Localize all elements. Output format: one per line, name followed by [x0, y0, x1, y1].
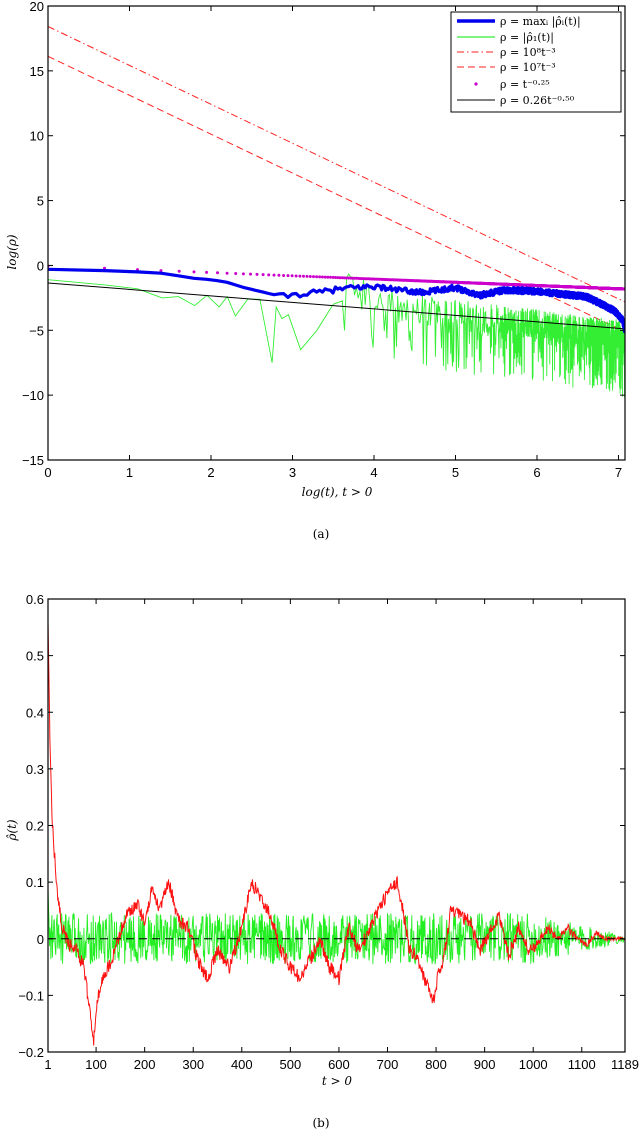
y-tick-label: 0 [37, 932, 44, 947]
x-tick-label: 3 [289, 465, 296, 480]
chart-b-ylabel: ρ̂(t) [5, 819, 19, 842]
x-tick-label: 5 [452, 465, 459, 480]
y-tick-label: 0.4 [26, 705, 44, 720]
x-tick-label: 2 [207, 465, 214, 480]
y-tick-label: 0 [37, 258, 44, 273]
chart-a-ticks: 0 1 2 3 4 5 6 7 −15 −10 −5 0 5 10 15 20 [22, 0, 625, 480]
y-tick-label: −10 [22, 388, 44, 403]
legend-entry-t-power: ρ = t⁻⁰·²⁵ [474, 78, 550, 91]
chart-a-frame [47, 5, 626, 461]
x-tick-label: 400 [231, 1057, 253, 1072]
chart-b-xlabel: t > 0 [322, 1074, 353, 1088]
x-tick-label: 1100 [568, 1057, 596, 1072]
x-tick-label: 0 [44, 465, 51, 480]
chart-a: 0 1 2 3 4 5 6 7 −15 −10 −5 0 5 10 15 20 log(ρ) log(t), … [5, 0, 626, 541]
x-tick-label: 800 [425, 1057, 447, 1072]
chart-b-ticks: 1 100 200 300 400 500 600 700 800 900 1000 1100 1189… [18, 592, 639, 1072]
x-tick-label: 200 [134, 1057, 156, 1072]
chart-a-legend: ρ = maxᵢ |ρ̂ᵢ(t)| ρ = |ρ̂₁(t)| ρ = 10⁸t⁻… [450, 11, 622, 113]
svg-text:ρ = 10⁷t⁻³: ρ = 10⁷t⁻³ [500, 61, 556, 74]
svg-text:ρ = maxᵢ |ρ̂ᵢ(t)|: ρ = maxᵢ |ρ̂ᵢ(t)| [500, 15, 581, 29]
chart-a-plot-area [48, 26, 625, 398]
x-tick-label: 100 [85, 1057, 107, 1072]
legend-entry-max-rho: ρ = maxᵢ |ρ̂ᵢ(t)| [457, 15, 581, 29]
legend-entry-1e8: ρ = 10⁸t⁻³ [457, 46, 556, 59]
series-green-line [48, 887, 625, 966]
svg-text:ρ = t⁻⁰·²⁵: ρ = t⁻⁰·²⁵ [500, 78, 550, 91]
chart-a-caption: (a) [313, 527, 330, 541]
y-tick-label: −0.2 [18, 1045, 44, 1060]
x-tick-label: 7 [615, 465, 622, 480]
legend-entry-rho1: ρ = |ρ̂₁(t)| [457, 31, 554, 45]
y-tick-label: −15 [22, 453, 44, 468]
x-tick-label: 300 [182, 1057, 204, 1072]
x-tick-label: 900 [474, 1057, 496, 1072]
y-tick-label: 20 [30, 0, 44, 14]
series-max-rho-line [48, 267, 625, 334]
chart-b-caption: (b) [312, 1116, 329, 1130]
chart-a-ylabel: log(ρ) [5, 234, 19, 269]
series-1e8-line [48, 26, 625, 303]
series-rho1-line [48, 273, 625, 398]
y-tick-label: 0.2 [26, 819, 44, 834]
legend-entry-fit: ρ = 0.26t⁻⁰·⁵⁰ [457, 94, 575, 107]
y-tick-label: 5 [37, 194, 44, 209]
x-tick-label: 1000 [519, 1057, 548, 1072]
x-tick-label: 1189 [611, 1057, 639, 1072]
series-red-line [48, 621, 625, 1046]
y-tick-label: 10 [30, 129, 44, 144]
svg-text:ρ = 10⁸t⁻³: ρ = 10⁸t⁻³ [500, 46, 556, 59]
chart-b: 1 100 200 300 400 500 600 700 800 900 1000 1100 1189… [5, 592, 639, 1130]
svg-text:ρ = |ρ̂₁(t)|: ρ = |ρ̂₁(t)| [500, 31, 554, 45]
x-tick-label: 600 [328, 1057, 350, 1072]
chart-a-xlabel: log(t), t > 0 [302, 485, 373, 499]
chart-b-frame [47, 598, 626, 1053]
svg-text:ρ = 0.26t⁻⁰·⁵⁰: ρ = 0.26t⁻⁰·⁵⁰ [500, 94, 575, 107]
chart-b-plot-area [48, 621, 625, 1046]
legend-entry-1e7: ρ = 10⁷t⁻³ [457, 61, 556, 74]
x-tick-label: 1 [126, 465, 133, 480]
x-tick-label: 6 [533, 465, 540, 480]
x-tick-label: 1 [44, 1057, 51, 1072]
y-tick-label: −0.1 [18, 988, 44, 1003]
series-fit-line [48, 282, 625, 330]
y-tick-label: 0.6 [26, 592, 44, 607]
y-tick-label: 0.5 [26, 649, 44, 664]
y-tick-label: 0.3 [26, 762, 44, 777]
y-tick-label: 0.1 [26, 875, 44, 890]
x-tick-label: 500 [280, 1057, 302, 1072]
x-tick-label: 700 [377, 1057, 399, 1072]
y-tick-label: 15 [30, 64, 44, 79]
x-tick-label: 4 [370, 465, 377, 480]
y-tick-label: −5 [29, 323, 44, 338]
series-t-power-dots [48, 264, 625, 291]
